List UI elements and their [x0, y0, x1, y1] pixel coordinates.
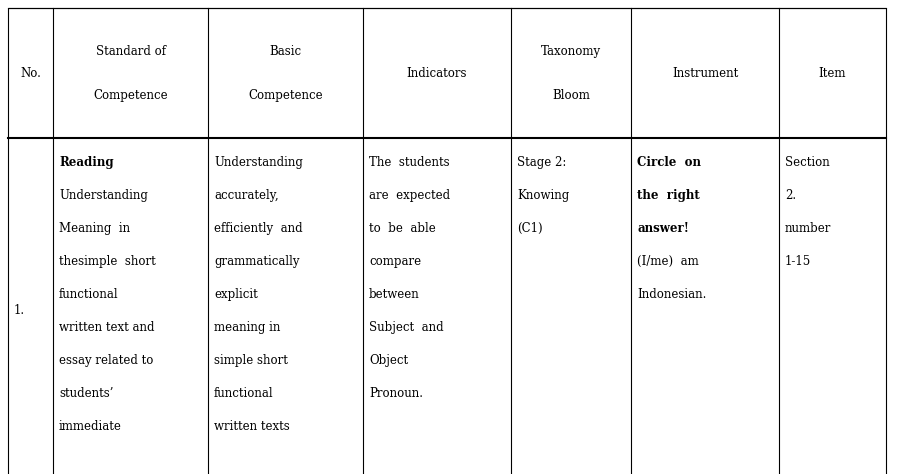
Text: Instrument: Instrument [672, 66, 738, 80]
Text: Circle  on: Circle on [637, 156, 701, 169]
Text: No.: No. [20, 66, 41, 80]
Text: the  right: the right [637, 189, 700, 202]
Text: functional: functional [59, 288, 118, 301]
Text: Taxonomy

Bloom: Taxonomy Bloom [541, 45, 601, 101]
Text: between: between [369, 288, 420, 301]
Text: to  be  able: to be able [369, 222, 436, 235]
Text: grammatically: grammatically [214, 255, 299, 268]
Text: Stage 2:: Stage 2: [517, 156, 566, 169]
Text: thesimple  short: thesimple short [59, 255, 156, 268]
Text: compare: compare [369, 255, 421, 268]
Text: simple short: simple short [214, 354, 288, 367]
Text: essay related to: essay related to [59, 354, 153, 367]
Text: written text and: written text and [59, 321, 154, 334]
Text: 2.: 2. [785, 189, 796, 202]
Text: Understanding: Understanding [214, 156, 303, 169]
Text: number: number [785, 222, 832, 235]
Text: Understanding: Understanding [59, 189, 148, 202]
Text: efficiently  and: efficiently and [214, 222, 303, 235]
Text: functional: functional [214, 387, 274, 400]
Text: students’: students’ [59, 387, 114, 400]
Text: Pronoun.: Pronoun. [369, 387, 423, 400]
Text: Standard of

Competence: Standard of Competence [94, 45, 168, 101]
Text: (I/me)  am: (I/me) am [637, 255, 699, 268]
Text: The  students: The students [369, 156, 450, 169]
Text: Item: Item [819, 66, 846, 80]
Text: Subject  and: Subject and [369, 321, 443, 334]
Text: explicit: explicit [214, 288, 258, 301]
Text: meaning in: meaning in [214, 321, 280, 334]
Text: are  expected: are expected [369, 189, 450, 202]
Text: Indonesian.: Indonesian. [637, 288, 706, 301]
Text: accurately,: accurately, [214, 189, 279, 202]
Text: Basic

Competence: Basic Competence [248, 45, 323, 101]
Text: Indicators: Indicators [407, 66, 467, 80]
Text: 1.: 1. [14, 303, 25, 317]
Text: (C1): (C1) [517, 222, 543, 235]
Text: Reading: Reading [59, 156, 114, 169]
Text: immediate: immediate [59, 420, 122, 433]
Text: 1-15: 1-15 [785, 255, 812, 268]
Text: Object: Object [369, 354, 409, 367]
Text: Meaning  in: Meaning in [59, 222, 130, 235]
Text: Section: Section [785, 156, 830, 169]
Text: Knowing: Knowing [517, 189, 569, 202]
Text: written texts: written texts [214, 420, 290, 433]
Text: answer!: answer! [637, 222, 688, 235]
